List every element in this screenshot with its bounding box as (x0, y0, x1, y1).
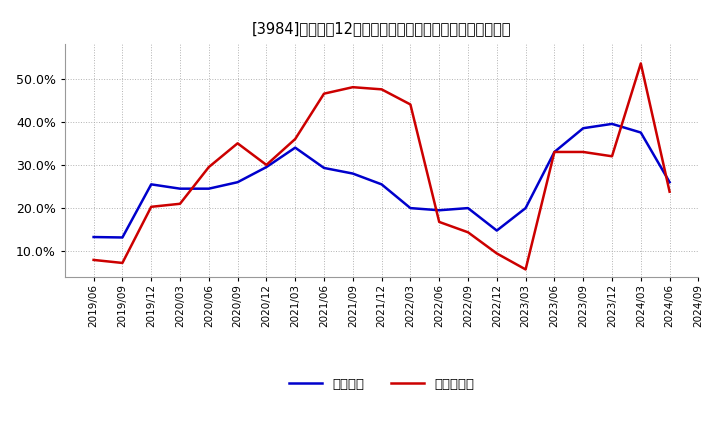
当期純利益 (147, 204, 156, 209)
経常利益 (89, 235, 98, 240)
当期純利益 (89, 257, 98, 263)
当期純利益 (521, 267, 530, 272)
経常利益 (406, 205, 415, 211)
経常利益 (665, 180, 674, 185)
経常利益 (492, 228, 501, 233)
経常利益 (579, 125, 588, 131)
経常利益 (147, 182, 156, 187)
当期純利益 (608, 154, 616, 159)
経常利益 (608, 121, 616, 127)
経常利益 (550, 149, 559, 154)
Line: 経常利益: 経常利益 (94, 124, 670, 238)
当期純利益 (665, 189, 674, 194)
当期純利益 (377, 87, 386, 92)
当期純利益 (262, 162, 271, 168)
Title: [3984]　利益だ12か月移動合計の対前年同期増減率の推移: [3984] 利益だ12か月移動合計の対前年同期増減率の推移 (252, 21, 511, 36)
経常利益 (521, 205, 530, 211)
経常利益 (204, 186, 213, 191)
経常利益 (464, 205, 472, 211)
経常利益 (435, 208, 444, 213)
経常利益 (348, 171, 357, 176)
経常利益 (291, 145, 300, 150)
当期純利益 (492, 251, 501, 256)
当期純利益 (118, 260, 127, 266)
当期純利益 (204, 165, 213, 170)
経常利益 (262, 165, 271, 170)
経常利益 (118, 235, 127, 240)
当期純利益 (406, 102, 415, 107)
経常利益 (377, 182, 386, 187)
当期純利益 (579, 149, 588, 154)
当期純利益 (291, 136, 300, 142)
当期純利益 (636, 61, 645, 66)
当期純利益 (320, 91, 328, 96)
当期純利益 (176, 201, 184, 206)
経常利益 (176, 186, 184, 191)
当期純利益 (464, 230, 472, 235)
当期純利益 (435, 219, 444, 224)
当期純利益 (550, 149, 559, 154)
当期純利益 (348, 84, 357, 90)
経常利益 (636, 130, 645, 135)
Legend: 経常利益, 当期純利益: 経常利益, 当期純利益 (284, 372, 480, 396)
経常利益 (320, 165, 328, 171)
当期純利益 (233, 141, 242, 146)
Line: 当期純利益: 当期純利益 (94, 63, 670, 269)
経常利益 (233, 180, 242, 185)
